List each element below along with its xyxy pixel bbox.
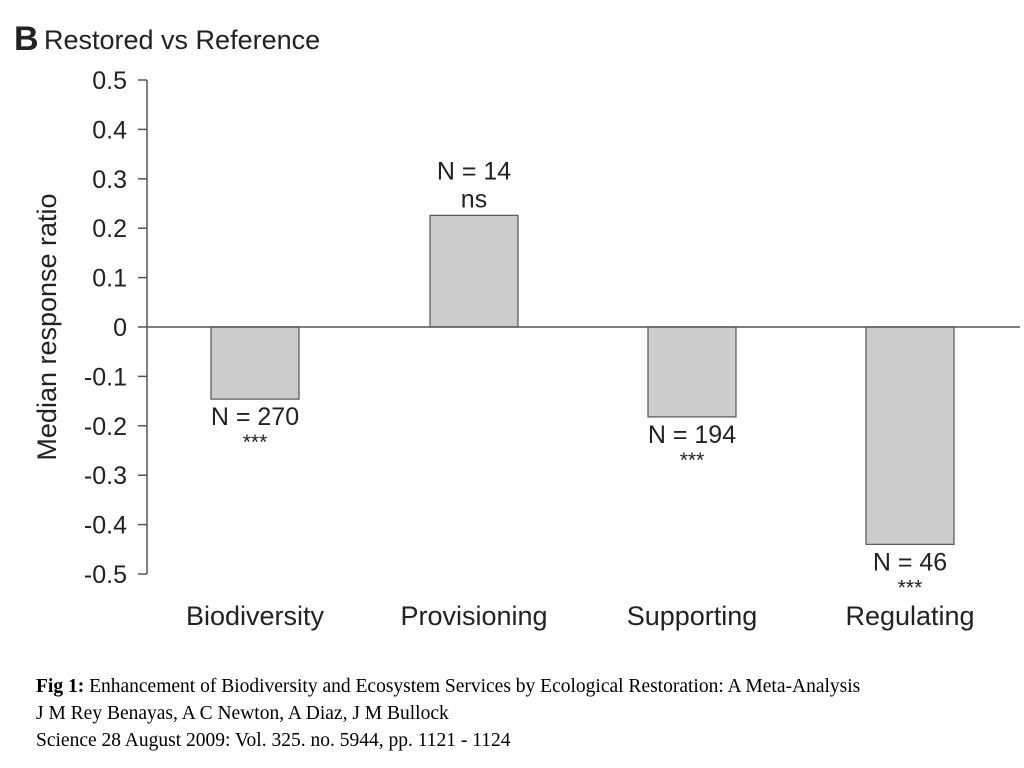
category-label: Regulating (845, 601, 974, 631)
y-tick-label: 0.1 (92, 265, 127, 293)
category-label: Provisioning (400, 601, 547, 631)
bar-regulating (865, 326, 955, 545)
y-tick-label: -0.5 (84, 561, 127, 589)
y-tick-label: 0.5 (92, 67, 127, 95)
bar-chart: B Restored vs Reference Median response … (14, 20, 1020, 631)
y-tick-label: 0.4 (92, 116, 127, 144)
caption-citation: Science 28 August 2009: Vol. 325. no. 59… (36, 730, 511, 751)
category-label: Biodiversity (186, 601, 325, 631)
x-axis-labels: Biodiversity Provisioning Supporting Regula… (186, 601, 975, 631)
bar-supporting (647, 326, 737, 418)
caption-fig-label: Fig 1: (36, 676, 85, 697)
significance-label: ns (461, 185, 487, 213)
significance-label: *** (243, 431, 268, 454)
n-label: N = 14 (437, 157, 511, 185)
bar-provisioning (429, 214, 519, 328)
y-axis-title: Median response ratio (32, 193, 62, 460)
figure-caption: Fig 1: Enhancement of Biodiversity and E… (36, 673, 1016, 754)
significance-label: *** (898, 576, 923, 599)
n-label: N = 194 (648, 421, 736, 449)
y-tick-label: -0.2 (84, 413, 127, 441)
bars (210, 214, 955, 545)
y-tick-label: -0.1 (84, 363, 127, 391)
y-tick-label: 0.3 (92, 166, 127, 194)
y-axis: 0.5 0.4 0.3 0.2 0.1 0 -0.1 -0.2 -0.3 -0.4 -0.5 (84, 67, 148, 589)
caption-title-line: Fig 1: Enhancement of Biodiversity and E… (36, 673, 1016, 700)
y-tick-label: 0.2 (92, 215, 127, 243)
category-label: Supporting (627, 601, 758, 631)
chart-title: Restored vs Reference (44, 25, 320, 55)
y-tick-label: -0.3 (84, 462, 127, 490)
significance-label: *** (680, 449, 705, 472)
caption-authors: J M Rey Benayas, A C Newton, A Diaz, J M… (36, 703, 449, 724)
y-tick-label: -0.4 (84, 512, 127, 540)
n-label: N = 270 (211, 403, 299, 431)
bar-biodiversity (210, 326, 300, 400)
caption-title: Enhancement of Biodiversity and Ecosyste… (84, 676, 861, 697)
panel-letter: B (14, 20, 39, 58)
n-label: N = 46 (873, 548, 947, 576)
y-tick-label: 0 (113, 314, 127, 342)
